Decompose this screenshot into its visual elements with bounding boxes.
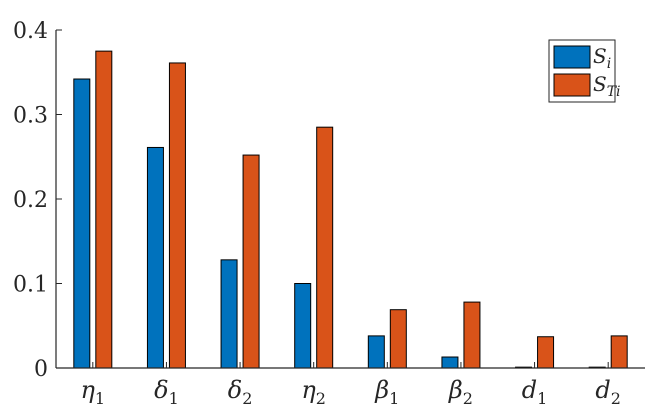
- y-tick-label: 0.3: [13, 104, 48, 129]
- bar-sti-δ2: [242, 154, 260, 369]
- y-tick-label: 0.2: [13, 188, 48, 213]
- legend-swatch: [553, 45, 591, 69]
- bar-sti-δ1: [168, 62, 186, 369]
- x-tick-label: d1: [522, 376, 548, 408]
- bar-sti-d2: [610, 335, 628, 369]
- y-tick-label: 0: [34, 357, 48, 382]
- x-tick-label: δ1: [154, 376, 179, 408]
- bar-sti-d1: [537, 336, 555, 369]
- bar-si-η2: [294, 283, 312, 369]
- bar-si-δ2: [220, 259, 238, 369]
- legend-label: STi: [593, 72, 621, 100]
- bar-sti-η2: [316, 126, 334, 369]
- x-tick-label: δ2: [228, 376, 253, 408]
- bar-si-δ1: [146, 146, 164, 369]
- x-tick-label: β2: [448, 376, 473, 408]
- bar-sti-η1: [95, 50, 113, 369]
- bar-sti-β1: [389, 309, 407, 369]
- bar-sti-β2: [463, 301, 481, 369]
- bars-layer: [73, 50, 628, 369]
- bar-si-β2: [441, 356, 459, 369]
- y-tick-label: 0.4: [13, 19, 48, 44]
- bar-si-η1: [73, 78, 91, 369]
- x-tick-label: η2: [301, 376, 326, 408]
- x-tick-label: η1: [81, 376, 106, 408]
- x-tick-label: d2: [595, 376, 621, 408]
- legend-label: Si: [593, 44, 611, 72]
- legend-swatch: [553, 73, 591, 97]
- bar-si-β1: [367, 335, 385, 369]
- y-tick-label: 0.1: [13, 273, 48, 298]
- tick-labels: 0 0.1 0.2 0.3 0.4 η1 δ1 δ2 η2 β1 β2 d1 d2: [13, 19, 621, 408]
- x-tick-label: β1: [374, 376, 399, 408]
